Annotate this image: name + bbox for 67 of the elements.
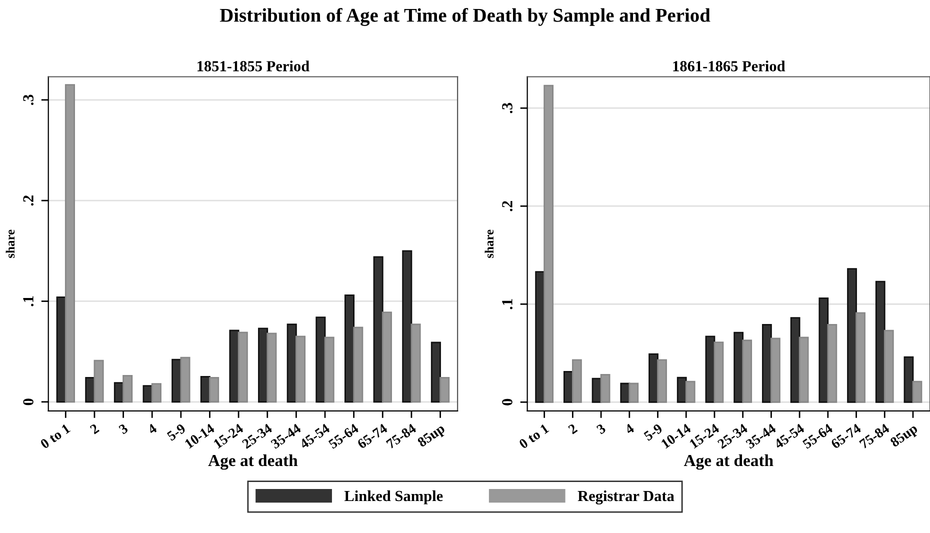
bar bbox=[353, 326, 364, 403]
x-tick-label: 2 bbox=[568, 423, 578, 434]
bar bbox=[770, 338, 780, 403]
bar bbox=[572, 359, 582, 403]
bar bbox=[875, 280, 886, 403]
x-tick-label: 3 bbox=[596, 423, 606, 434]
y-tick-label: 0 bbox=[502, 398, 512, 406]
x-tick-label: 4 bbox=[146, 423, 158, 435]
y-tick-label: .1 bbox=[23, 296, 34, 306]
bar bbox=[847, 268, 857, 403]
bar bbox=[818, 298, 829, 403]
bar bbox=[856, 312, 866, 403]
y-tick-label: .2 bbox=[502, 201, 512, 212]
bar bbox=[151, 383, 162, 403]
bar bbox=[85, 377, 96, 403]
bar bbox=[544, 84, 554, 403]
x-tick-label: 5-9 bbox=[166, 423, 186, 442]
bar bbox=[714, 342, 724, 403]
x-tick-label: 85up bbox=[890, 423, 920, 450]
legend-label: Linked Sample bbox=[344, 490, 443, 504]
bar bbox=[685, 380, 696, 403]
bar bbox=[827, 324, 838, 403]
bar bbox=[229, 330, 240, 403]
bar bbox=[628, 382, 639, 403]
x-axis-title: Age at death bbox=[684, 454, 774, 470]
x-tick-label: 85up bbox=[416, 423, 448, 450]
bar bbox=[180, 356, 190, 403]
bar bbox=[912, 380, 922, 403]
bar bbox=[402, 250, 412, 403]
legend-label: Registrar Data bbox=[578, 490, 674, 504]
y-axis-title: share bbox=[484, 230, 494, 258]
x-tick-label: 0 to 1 bbox=[40, 423, 71, 450]
bar bbox=[316, 316, 326, 403]
bar bbox=[440, 377, 450, 403]
bar bbox=[904, 356, 914, 403]
chart-subtitle: 1851-1855 Period bbox=[198, 60, 310, 72]
bar bbox=[410, 324, 421, 403]
y-tick-label: .2 bbox=[23, 195, 34, 206]
bar bbox=[657, 359, 667, 403]
x-axis-title: Age at death bbox=[208, 454, 298, 470]
bar bbox=[324, 336, 334, 403]
bar bbox=[798, 336, 809, 403]
bar bbox=[600, 374, 610, 403]
bar bbox=[94, 360, 104, 403]
x-tick-label: 0 to 1 bbox=[518, 423, 550, 450]
y-axis-title: share bbox=[6, 230, 15, 258]
bar bbox=[266, 332, 277, 403]
bar bbox=[373, 256, 384, 403]
bar bbox=[884, 330, 894, 403]
bar bbox=[209, 377, 220, 403]
bar bbox=[238, 332, 248, 403]
bar bbox=[64, 84, 75, 403]
x-tick-label: 4 bbox=[624, 423, 635, 435]
y-tick-label: 0 bbox=[23, 398, 34, 406]
y-tick-label: .3 bbox=[502, 102, 512, 114]
y-tick-label: .3 bbox=[23, 94, 34, 105]
x-tick-label: 3 bbox=[118, 423, 128, 434]
bar bbox=[122, 375, 133, 403]
x-tick-label: 5-9 bbox=[643, 423, 663, 442]
x-tick-label: 2 bbox=[90, 423, 100, 434]
bar bbox=[430, 342, 441, 403]
chart-title: Distribution of Age at Time of Death by Sample and Period bbox=[220, 8, 710, 26]
bar bbox=[295, 336, 306, 403]
y-tick-label: .1 bbox=[502, 299, 512, 310]
bar bbox=[382, 312, 392, 403]
chart-subtitle: 1861-1865 Period bbox=[673, 60, 786, 72]
bar bbox=[742, 340, 752, 403]
